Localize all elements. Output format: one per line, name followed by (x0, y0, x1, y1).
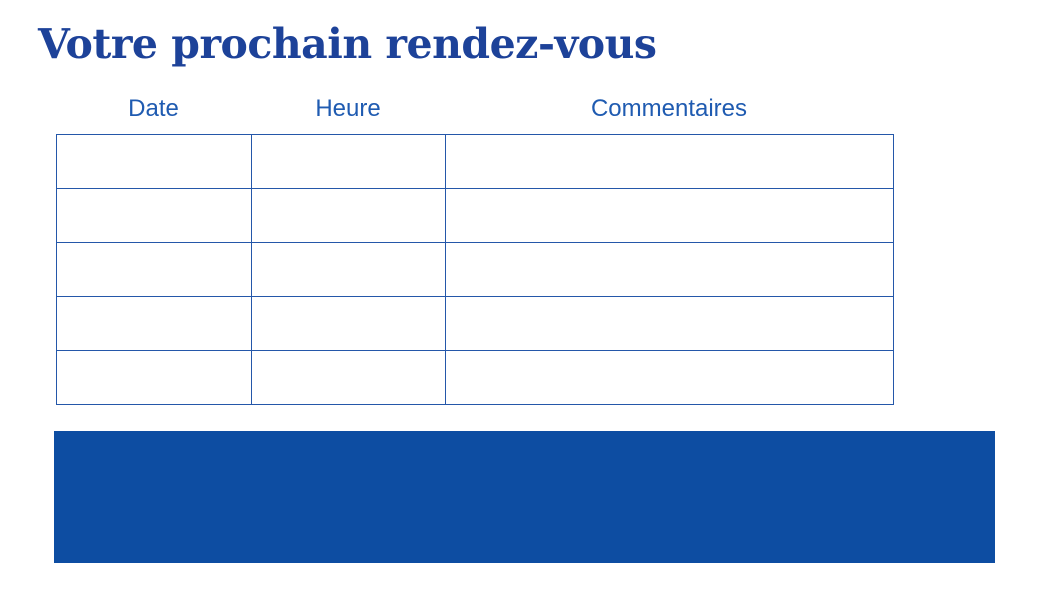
table-cell (445, 134, 894, 189)
table-row (56, 296, 894, 351)
table-cell (56, 134, 252, 189)
table-header-row: Date Heure Commentaires (56, 94, 893, 124)
column-header-heure: Heure (315, 95, 381, 122)
table-row (56, 188, 894, 243)
table-row (56, 350, 894, 405)
table-cell (56, 242, 252, 297)
appointments-table-body (56, 134, 894, 405)
table-cell (251, 296, 446, 351)
column-header-commentaires: Commentaires (590, 95, 748, 122)
table-cell (251, 188, 446, 243)
column-header-date: Date (128, 95, 179, 122)
table-cell (445, 350, 894, 405)
table-cell (251, 350, 446, 405)
table-cell (445, 296, 894, 351)
appointments-table (56, 134, 894, 405)
table-cell (56, 350, 252, 405)
table-row (56, 242, 894, 297)
table-cell (251, 134, 446, 189)
table-row (56, 134, 894, 189)
page-title: Votre prochain rendez-vous (38, 20, 657, 68)
table-cell (56, 296, 252, 351)
table-cell (251, 242, 446, 297)
footer-color-band (54, 431, 995, 563)
table-cell (445, 242, 894, 297)
table-cell (445, 188, 894, 243)
table-cell (56, 188, 252, 243)
